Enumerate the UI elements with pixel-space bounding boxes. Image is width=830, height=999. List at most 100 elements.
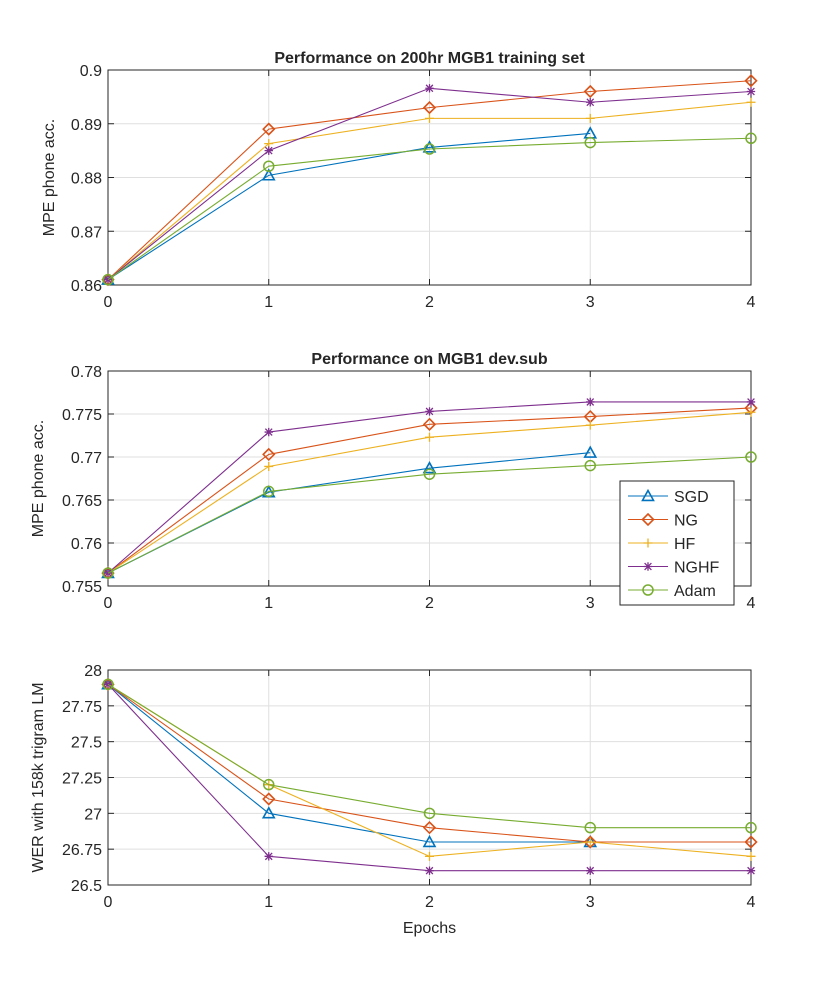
data-point-adam (263, 778, 275, 791)
data-point-adam (745, 451, 757, 463)
y-tick-label: 28 (84, 663, 102, 680)
legend-label: SGD (674, 489, 709, 506)
data-point-adam (102, 678, 114, 691)
series-adam (102, 451, 757, 579)
data-point-sgd (422, 834, 437, 848)
legend-marker (642, 584, 654, 596)
data-point-sgd (261, 806, 276, 819)
series-line-ng (107, 80, 752, 281)
y-tick-label: 27.25 (62, 771, 102, 788)
data-point-adam (745, 132, 757, 145)
data-point-hf (585, 420, 595, 430)
x-tick-label: 4 (747, 595, 756, 612)
data-point-hf (585, 837, 595, 847)
y-tick-label: 0.76 (71, 536, 102, 553)
data-point-hf (425, 851, 434, 861)
data-point-nghf (586, 866, 595, 875)
x-tick-label: 0 (104, 595, 113, 612)
x-tick-label: 1 (264, 595, 273, 612)
data-point-ng (262, 792, 276, 806)
chart-title: Performance on 200hr MGB1 training set (274, 50, 585, 67)
y-tick-label: 0.86 (71, 278, 102, 295)
y-axis-label: MPE phone acc. (41, 119, 58, 236)
data-point-adam (423, 807, 436, 820)
data-point-nghf (746, 397, 756, 407)
data-point-ng (583, 84, 597, 99)
data-point-nghf (586, 98, 595, 107)
data-point-ng (262, 122, 276, 136)
x-tick-label: 4 (747, 894, 756, 911)
chart-panel-3: 0 1 2 3 4 26.5 26.75 27 27.25 27.5 27.75 28 WER with… (30, 663, 758, 937)
x-axis-label: Epochs (403, 920, 456, 937)
y-tick-label: 26.5 (71, 878, 102, 895)
data-point-sgd (583, 445, 598, 458)
legend-entry-ng: NG (628, 513, 698, 530)
y-tick-label: 0.87 (71, 224, 102, 241)
legend-entry-sgd: SGD (628, 488, 709, 506)
series-adam (102, 132, 757, 286)
legend-marker (643, 538, 653, 548)
x-tick-label: 4 (747, 294, 756, 311)
y-tick-label: 0.775 (62, 407, 102, 424)
legend-entry-hf: HF (628, 536, 696, 553)
data-point-hf (746, 407, 756, 417)
y-tick-label: 0.78 (71, 364, 102, 381)
data-point-adam (263, 160, 275, 172)
series-line-adam (107, 456, 752, 574)
legend-marker (643, 562, 653, 571)
data-point-nghf (425, 84, 434, 93)
data-point-hf (425, 432, 434, 442)
chart-title: Performance on MGB1 dev.sub (311, 351, 547, 368)
data-point-ng (583, 835, 597, 849)
data-point-nghf (425, 407, 434, 416)
data-point-ng (262, 447, 276, 462)
series-line-ng (107, 683, 751, 843)
data-point-nghf (264, 852, 273, 861)
x-tick-label: 0 (104, 294, 113, 311)
legend-label: NGHF (674, 560, 720, 577)
x-tick-label: 3 (586, 894, 595, 911)
legend-label: HF (674, 536, 696, 553)
series-adam (102, 678, 757, 834)
data-point-sgd (422, 140, 437, 153)
data-point-adam (263, 485, 275, 498)
data-point-ng (744, 835, 758, 849)
data-point-hf (425, 113, 434, 123)
data-point-sgd (422, 461, 437, 474)
data-point-hf (264, 461, 274, 471)
y-tick-label: 0.77 (71, 450, 102, 467)
data-point-sgd (261, 168, 276, 181)
data-point-nghf (103, 680, 113, 689)
legend-label: Adam (674, 583, 716, 600)
x-tick-label: 1 (264, 894, 273, 911)
data-point-nghf (746, 87, 756, 96)
data-point-nghf (586, 397, 595, 407)
data-point-ng (422, 100, 437, 115)
y-tick-label: 0.755 (62, 579, 102, 596)
x-tick-label: 2 (425, 294, 434, 311)
data-point-hf (585, 113, 595, 123)
legend-marker (641, 512, 655, 527)
data-point-adam (745, 821, 757, 834)
series-line-adam (107, 683, 751, 829)
series-nghf (103, 680, 756, 875)
chart-panel-1: 0 1 2 3 4 0.86 0.87 0.88 0.89 0.9 Performance on 2… (41, 50, 758, 311)
data-point-ng (422, 417, 437, 431)
data-point-adam (584, 821, 596, 834)
series-line-adam (107, 137, 752, 281)
series-line-sgd (107, 132, 591, 281)
series-line-sgd (107, 683, 591, 843)
y-tick-label: 0.9 (80, 63, 102, 80)
data-point-hf (746, 97, 756, 107)
legend-label: NG (674, 513, 698, 530)
data-point-adam (102, 567, 114, 579)
y-tick-label: 27.75 (62, 699, 102, 716)
data-point-ng (422, 821, 437, 835)
y-axis-label: MPE phone acc. (30, 420, 47, 537)
x-tick-label: 0 (104, 894, 113, 911)
y-tick-label: 0.88 (71, 171, 102, 188)
x-tick-label: 1 (264, 294, 273, 311)
